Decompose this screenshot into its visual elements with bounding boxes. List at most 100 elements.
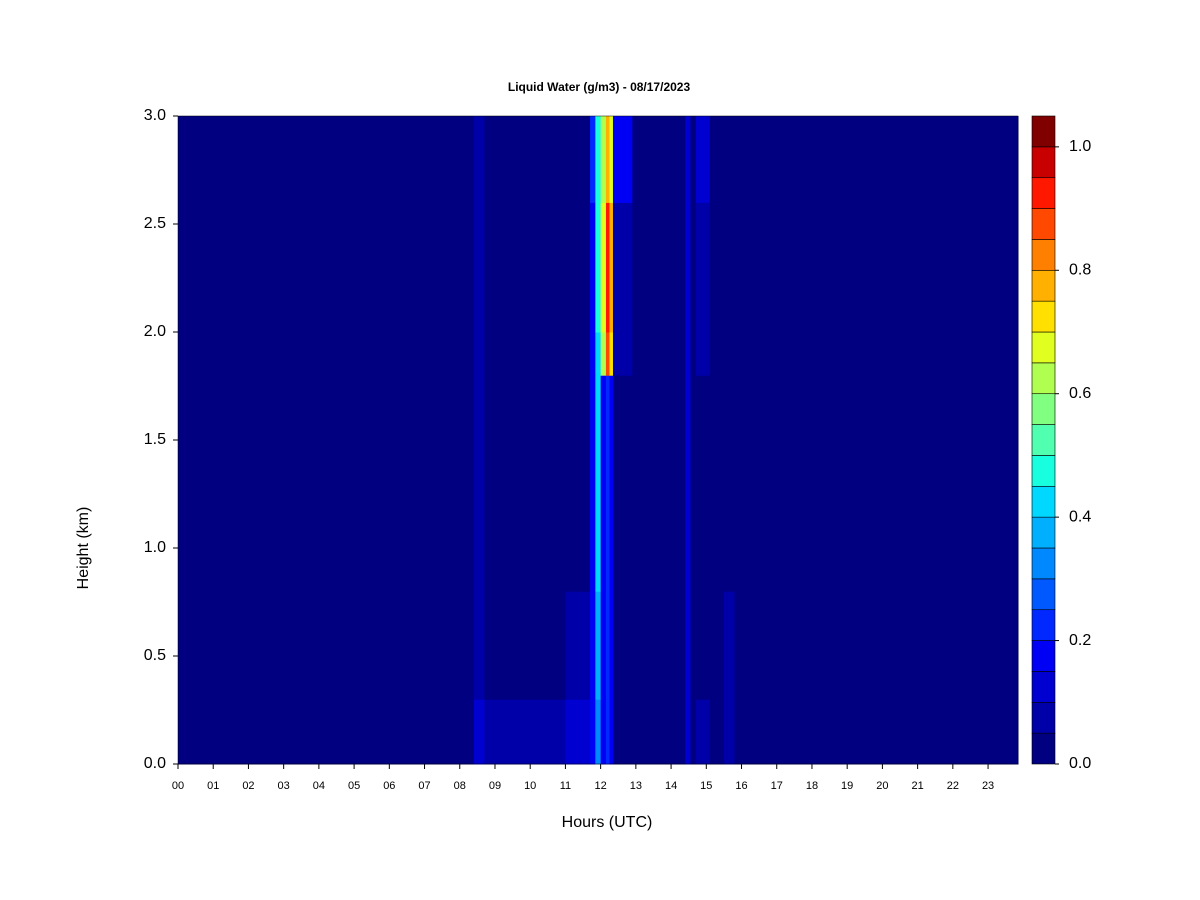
y-tick-label: 2.5	[144, 215, 166, 232]
colorbar-segment	[1031, 485, 1056, 518]
heat-cell	[590, 699, 596, 765]
heat-cell	[685, 591, 691, 700]
heat-cell	[690, 699, 697, 765]
heat-cell	[484, 591, 507, 700]
x-tick-label: 01	[207, 780, 219, 792]
heat-cell	[473, 375, 485, 592]
colorbar-segment	[1031, 609, 1056, 641]
colorbar-segment	[1031, 547, 1056, 580]
heat-cell	[505, 116, 566, 203]
heat-cell	[595, 332, 602, 376]
heat-cell	[734, 591, 1019, 700]
heat-cell	[734, 202, 1019, 333]
heat-cell	[484, 116, 507, 203]
colorbar-segment	[1031, 640, 1056, 672]
heat-cell	[600, 699, 607, 765]
colorbar-segment	[1031, 269, 1056, 302]
x-tick-label: 06	[383, 780, 395, 792]
heat-cell	[709, 591, 725, 700]
heat-cell	[605, 202, 610, 333]
y-tick-label: 2.0	[144, 323, 166, 340]
colorbar-segment	[1031, 115, 1056, 148]
heat-cell	[473, 116, 485, 203]
x-tick-label: 09	[489, 780, 501, 792]
colorbar-segment	[1031, 393, 1056, 425]
heat-cell	[723, 202, 735, 333]
heat-cell	[632, 375, 686, 592]
x-tick-label: 19	[841, 780, 853, 792]
heat-cell	[178, 202, 475, 333]
heat-cell	[685, 699, 691, 765]
heat-cell	[734, 375, 1019, 592]
heat-cell	[632, 202, 686, 333]
colorbar-segment	[1031, 239, 1056, 271]
heat-cell	[723, 375, 735, 592]
heat-cell	[595, 202, 602, 333]
heat-cell	[612, 699, 633, 765]
heat-cell	[695, 116, 711, 203]
colorbar-segment	[1031, 177, 1056, 209]
x-tick-label: 14	[665, 780, 677, 792]
heat-cell	[612, 202, 633, 333]
x-tick-label: 11	[560, 780, 571, 792]
heat-cell	[723, 591, 735, 700]
heat-cell	[484, 332, 507, 376]
heat-cell	[632, 591, 686, 700]
colorbar-segment	[1031, 362, 1056, 395]
heat-cell	[178, 116, 475, 203]
heat-cell	[709, 202, 725, 333]
colorbar-segment	[1031, 516, 1056, 549]
heat-cell	[709, 116, 725, 203]
heat-cell	[612, 591, 633, 700]
heat-cell	[178, 375, 475, 592]
heat-cell	[595, 116, 602, 203]
heat-cell	[723, 332, 735, 376]
heat-cell	[609, 202, 614, 333]
heat-cell	[505, 375, 566, 592]
colorbar-segment	[1031, 331, 1056, 364]
heat-cell	[178, 332, 475, 376]
x-tick-label: 21	[911, 780, 923, 792]
x-tick-label: 22	[947, 780, 959, 792]
heat-cell	[695, 202, 711, 333]
heat-cell	[590, 332, 596, 376]
x-tick-label: 16	[735, 780, 747, 792]
heat-cell	[690, 332, 697, 376]
heat-cell	[605, 591, 610, 700]
heat-cell	[723, 116, 735, 203]
heat-cell	[690, 116, 697, 203]
x-tick-label: 05	[348, 780, 360, 792]
x-tick-label: 02	[242, 780, 254, 792]
heat-cell	[723, 699, 735, 765]
colorbar-tick-label: 0.4	[1069, 508, 1091, 525]
heat-cell	[600, 116, 607, 203]
colorbar-segment	[1031, 300, 1056, 333]
heat-cell	[605, 375, 610, 592]
heat-cell	[695, 375, 711, 592]
x-tick-label: 04	[313, 780, 325, 792]
x-tick-label: 13	[630, 780, 642, 792]
heat-cell	[685, 375, 691, 592]
heat-cell	[612, 332, 633, 376]
heat-cell	[685, 116, 691, 203]
heat-cell	[178, 591, 475, 700]
heat-cell	[505, 699, 566, 765]
x-axis-label: Hours (UTC)	[562, 814, 653, 831]
chart-title: Liquid Water (g/m3) - 08/17/2023	[508, 80, 691, 94]
heat-cell	[565, 332, 591, 376]
heat-cell	[590, 591, 596, 700]
x-tick-label: 08	[454, 780, 466, 792]
colorbar-segment	[1031, 701, 1056, 734]
y-tick-label: 0.5	[144, 647, 166, 664]
heat-cell	[565, 591, 591, 700]
heat-cell	[609, 332, 614, 376]
y-tick-label: 3.0	[144, 107, 166, 124]
heat-cell	[609, 116, 614, 203]
heat-cell	[709, 699, 725, 765]
heat-cell	[609, 591, 614, 700]
x-tick-label: 07	[418, 780, 430, 792]
heat-cell	[605, 116, 610, 203]
heat-cell	[695, 591, 711, 700]
heat-cell	[709, 332, 725, 376]
